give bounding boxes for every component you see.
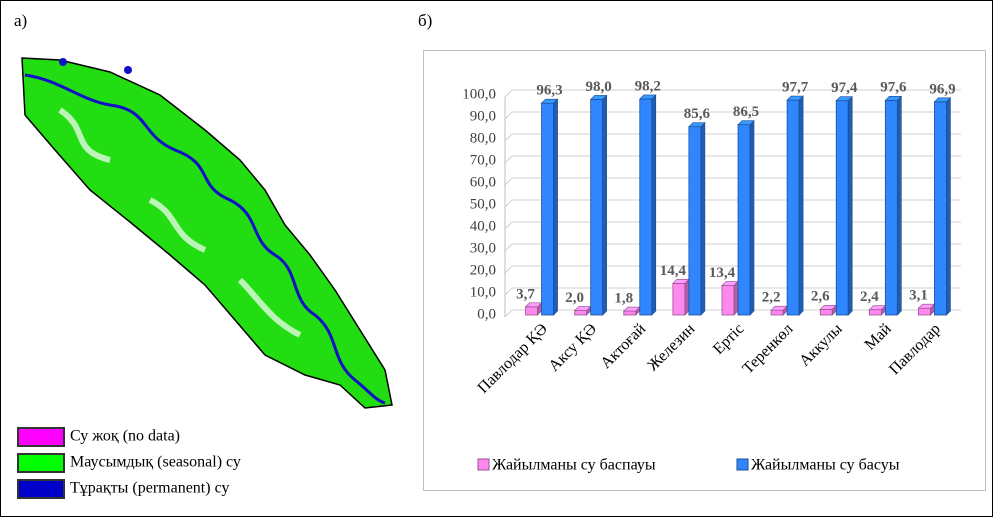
legend-swatch [737, 459, 748, 470]
y-tick-label: 0,0 [477, 306, 496, 322]
legend-swatch [18, 454, 64, 472]
bar [918, 308, 930, 315]
bar-side [848, 97, 852, 315]
value-label: 2,2 [762, 290, 781, 306]
legend-label: Жайылманы су басуы [751, 457, 900, 474]
value-label: 14,4 [660, 263, 687, 279]
y-tick-label: 40,0 [470, 218, 496, 234]
bar [869, 310, 881, 315]
value-label: 85,6 [684, 106, 711, 122]
value-label: 2,4 [860, 289, 879, 305]
bar [820, 309, 832, 315]
legend-swatch [18, 480, 64, 498]
y-tick-label: 70,0 [470, 152, 496, 168]
legend-label: Тұрақты (permanent) су [70, 480, 229, 497]
bar [624, 311, 636, 315]
bar [738, 125, 750, 315]
legend-swatch [478, 459, 489, 470]
bar-side [554, 99, 558, 315]
value-label: 97,6 [880, 80, 907, 96]
bar [836, 101, 848, 315]
bar-side [734, 282, 738, 315]
panel-label: б) [418, 11, 432, 30]
figure: а) б) Су жоқ (no data) Маусымдық (seasona… [0, 0, 993, 517]
bar [542, 103, 554, 315]
bar [885, 100, 897, 315]
bar [591, 99, 603, 315]
y-tick-label: 30,0 [470, 240, 496, 256]
value-label: 86,5 [733, 104, 759, 120]
bar-side [603, 95, 607, 315]
lake [124, 66, 132, 74]
bar [787, 100, 799, 315]
bar [689, 127, 701, 315]
value-label: 98,0 [586, 79, 612, 95]
legend-label: Жайылманы су баспауы [492, 457, 656, 474]
value-label: 97,7 [782, 79, 809, 95]
bar [526, 307, 538, 315]
lake [59, 58, 67, 66]
y-tick-label: 90,0 [470, 108, 496, 124]
bar [575, 311, 587, 315]
panel-label: а) [14, 11, 27, 30]
bar-side [750, 121, 754, 315]
bar-side [685, 279, 689, 315]
value-label: 3,1 [909, 288, 928, 304]
y-tick-label: 50,0 [470, 196, 496, 212]
y-tick-label: 10,0 [470, 284, 496, 300]
value-label: 2,0 [565, 290, 584, 306]
value-label: 96,3 [536, 83, 562, 99]
bar-side [652, 95, 656, 315]
y-tick-label: 80,0 [470, 130, 496, 146]
value-label: 13,4 [709, 265, 736, 281]
legend-swatch [18, 428, 64, 446]
bar-side [897, 96, 901, 315]
bar [934, 102, 946, 315]
bar [771, 310, 783, 315]
value-label: 1,8 [614, 290, 633, 306]
bar [722, 286, 734, 315]
y-tick-label: 20,0 [470, 262, 496, 278]
bar-side [946, 98, 950, 315]
value-label: 3,7 [516, 286, 535, 302]
y-tick-label: 100,0 [462, 86, 496, 102]
legend-label: Су жоқ (no data) [70, 428, 180, 445]
y-tick-label: 60,0 [470, 174, 496, 190]
legend-label: Маусымдық (seasonal) су [70, 454, 241, 471]
value-label: 97,4 [831, 80, 858, 96]
bar [673, 283, 685, 315]
value-label: 96,9 [929, 81, 955, 97]
bar [640, 99, 652, 315]
value-label: 98,2 [635, 78, 661, 94]
bar-side [799, 96, 803, 315]
value-label: 2,6 [811, 289, 830, 305]
bar-side [701, 123, 705, 315]
